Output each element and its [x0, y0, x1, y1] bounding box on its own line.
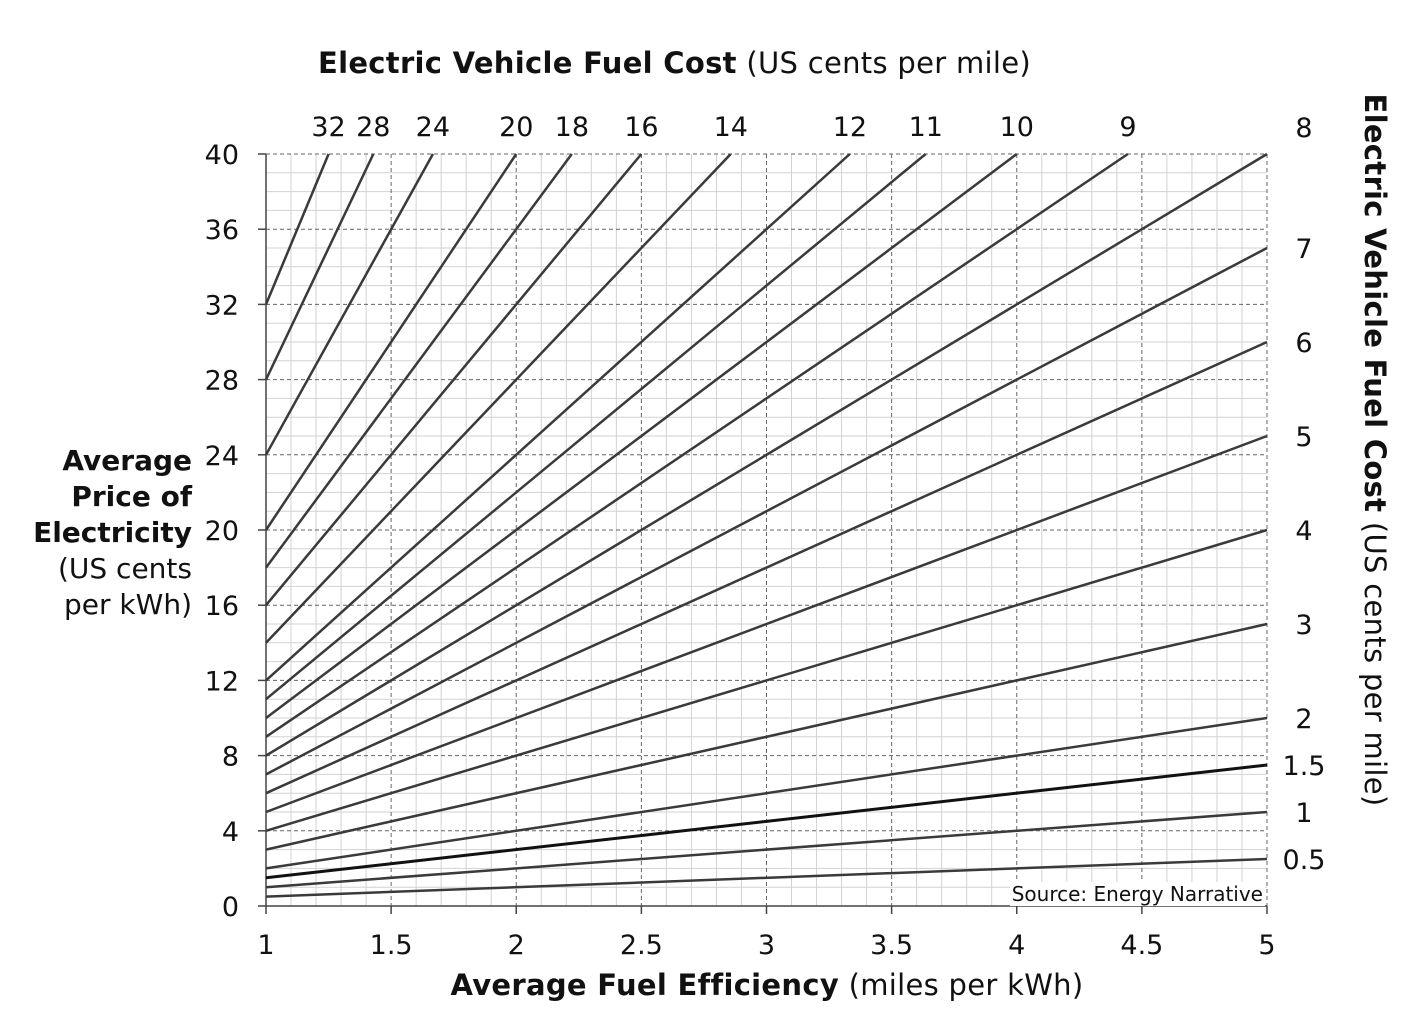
right-series-label-5: 5: [1295, 422, 1312, 453]
series-line-1.5: [265, 763, 1268, 880]
x-tick-label: 5: [1258, 930, 1275, 961]
top-series-label-14: 14: [714, 112, 748, 143]
series-line-12: [265, 153, 851, 682]
top-series-label-24: 24: [416, 112, 450, 143]
series-line-16: [265, 153, 643, 606]
top-series-label-18: 18: [555, 112, 589, 143]
y-tick-label: 16: [205, 591, 239, 622]
series-line-6: [265, 340, 1268, 795]
series-line-32: [264, 153, 330, 305]
x-tick-label: 3: [758, 930, 775, 961]
right-axis-title-units: (US cents per mile): [1358, 521, 1392, 807]
x-axis-title: Average Fuel Efficiency (miles per kWh): [0, 968, 1419, 1002]
y-axis-title-line-3: Electricity: [33, 516, 192, 549]
series-line-9: [265, 152, 1129, 738]
top-series-label-28: 28: [356, 112, 390, 143]
right-series-label-6: 6: [1295, 328, 1312, 359]
top-series-label-9: 9: [1119, 112, 1136, 143]
y-axis-title-line-4: (US cents: [57, 552, 192, 585]
right-series-label-2: 2: [1295, 704, 1312, 735]
top-series-label-10: 10: [1000, 112, 1034, 143]
top-series-label-20: 20: [499, 112, 533, 143]
top-axis-title: Electric Vehicle Fuel Cost (US cents per…: [0, 46, 1349, 80]
series-line-20: [264, 153, 518, 531]
top-series-label-12: 12: [833, 112, 867, 143]
y-tick-label: 36: [205, 215, 239, 246]
x-axis-title-units: (miles per kWh): [848, 968, 1084, 1002]
x-tick-label: 3.5: [870, 930, 913, 961]
x-tick-label: 4: [1008, 930, 1025, 961]
x-tick-label: 2: [508, 930, 525, 961]
y-axis-title-line-5: per kWh): [64, 588, 192, 621]
series-line-24: [264, 153, 435, 456]
right-axis-title-bold: Electric Vehicle Fuel Cost: [1358, 93, 1392, 513]
source-note: Source: Energy Narrative: [1009, 882, 1265, 906]
y-tick-label: 24: [205, 441, 239, 472]
x-tick-label: 4.5: [1120, 930, 1163, 961]
y-tick-label: 0: [222, 892, 239, 923]
x-axis-title-bold: Average Fuel Efficiency: [450, 968, 840, 1002]
series-line-11: [265, 153, 927, 701]
right-series-label-1: 1: [1295, 798, 1312, 829]
right-series-label-8: 8: [1295, 113, 1312, 144]
x-tick-label: 1: [257, 930, 274, 961]
right-series-label-0.5: 0.5: [1283, 845, 1326, 876]
series-line-0.5: [265, 857, 1268, 898]
series-line-1: [265, 810, 1268, 889]
right-series-label-3: 3: [1295, 610, 1312, 641]
y-tick-label: 28: [205, 366, 239, 397]
y-axis-title-line-2: Price of: [71, 480, 192, 513]
series-line-18: [264, 153, 573, 569]
top-series-label-16: 16: [624, 112, 658, 143]
top-series-label-11: 11: [909, 112, 943, 143]
right-series-label-4: 4: [1295, 516, 1312, 547]
top-series-label-32: 32: [311, 112, 345, 143]
y-tick-label: 8: [222, 742, 239, 773]
right-series-label-7: 7: [1295, 234, 1312, 265]
series-line-7: [265, 246, 1268, 776]
series-line-10: [265, 153, 1018, 719]
y-axis-title: Average Price of Electricity (US cents p…: [10, 443, 192, 623]
x-tick-label: 2.5: [620, 930, 663, 961]
series-line-28: [264, 153, 375, 381]
y-axis-title-line-1: Average: [62, 444, 192, 477]
right-series-label-1.5: 1.5: [1283, 751, 1326, 782]
y-tick-label: 12: [205, 666, 239, 697]
series-line-2: [265, 716, 1268, 870]
x-tick-label: 1.5: [370, 930, 413, 961]
series-line-3: [265, 622, 1268, 851]
y-tick-label: 4: [222, 817, 239, 848]
series-line-5: [265, 434, 1268, 814]
top-axis-title-bold: Electric Vehicle Fuel Cost: [317, 46, 737, 80]
y-tick-label: 20: [205, 516, 239, 547]
right-axis-title: Electric Vehicle Fuel Cost (US cents per…: [1358, 93, 1392, 806]
y-tick-label: 32: [205, 290, 239, 321]
series-line-8: [265, 152, 1268, 757]
series-line-14: [265, 153, 732, 644]
series-line-4: [265, 528, 1268, 832]
y-tick-label: 40: [205, 140, 239, 171]
top-axis-title-units: (US cents per mile): [746, 46, 1032, 80]
